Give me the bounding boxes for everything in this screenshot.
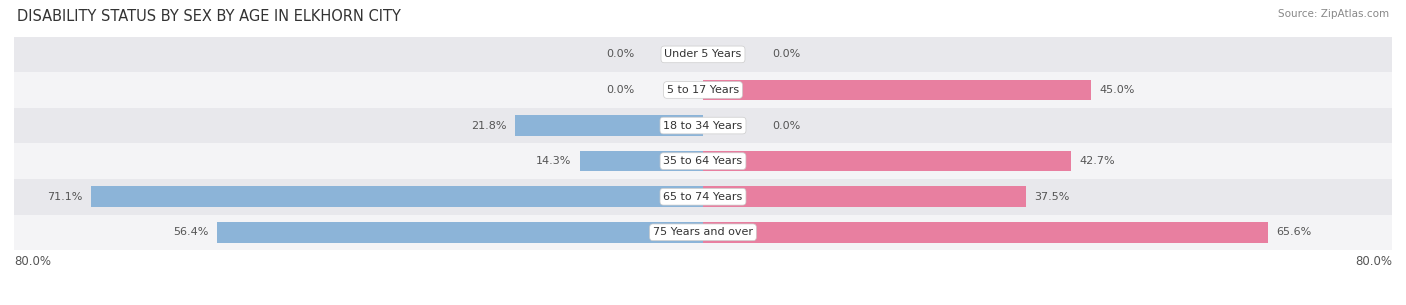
- Text: 14.3%: 14.3%: [536, 156, 571, 166]
- Bar: [579, 151, 703, 171]
- Text: 56.4%: 56.4%: [173, 227, 208, 237]
- Bar: [91, 186, 703, 207]
- Legend: Male, Female: Male, Female: [630, 302, 776, 305]
- Text: 42.7%: 42.7%: [1080, 156, 1115, 166]
- Text: 35 to 64 Years: 35 to 64 Years: [664, 156, 742, 166]
- Bar: [218, 222, 703, 243]
- Bar: [14, 72, 1392, 108]
- Text: Source: ZipAtlas.com: Source: ZipAtlas.com: [1278, 9, 1389, 19]
- Text: 65.6%: 65.6%: [1277, 227, 1312, 237]
- Bar: [14, 143, 1392, 179]
- Bar: [703, 80, 1091, 100]
- Text: 65 to 74 Years: 65 to 74 Years: [664, 192, 742, 202]
- Text: 37.5%: 37.5%: [1035, 192, 1070, 202]
- Text: 18 to 34 Years: 18 to 34 Years: [664, 120, 742, 131]
- Bar: [14, 214, 1392, 250]
- Text: 0.0%: 0.0%: [772, 49, 800, 59]
- Text: 80.0%: 80.0%: [14, 256, 51, 268]
- Text: 21.8%: 21.8%: [471, 120, 506, 131]
- Text: 0.0%: 0.0%: [772, 120, 800, 131]
- Text: Under 5 Years: Under 5 Years: [665, 49, 741, 59]
- Bar: [703, 186, 1026, 207]
- Text: 75 Years and over: 75 Years and over: [652, 227, 754, 237]
- Bar: [703, 222, 1268, 243]
- Text: 45.0%: 45.0%: [1099, 85, 1135, 95]
- Bar: [14, 179, 1392, 214]
- Bar: [14, 37, 1392, 72]
- Bar: [14, 108, 1392, 143]
- Text: 5 to 17 Years: 5 to 17 Years: [666, 85, 740, 95]
- Text: DISABILITY STATUS BY SEX BY AGE IN ELKHORN CITY: DISABILITY STATUS BY SEX BY AGE IN ELKHO…: [17, 9, 401, 24]
- Text: 0.0%: 0.0%: [606, 49, 634, 59]
- Bar: [515, 115, 703, 136]
- Text: 80.0%: 80.0%: [1355, 256, 1392, 268]
- Text: 0.0%: 0.0%: [606, 85, 634, 95]
- Bar: [703, 151, 1071, 171]
- Text: 71.1%: 71.1%: [46, 192, 82, 202]
